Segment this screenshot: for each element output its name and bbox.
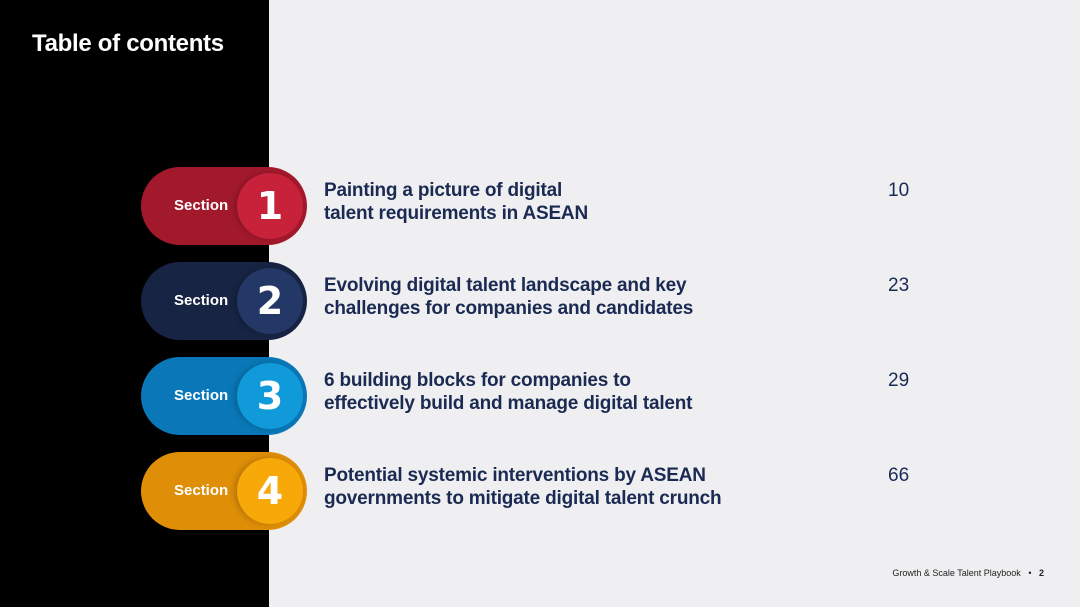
section-label: Section xyxy=(174,292,229,309)
page-number[interactable]: 29 xyxy=(888,370,910,391)
section-pill: Section 4 xyxy=(141,452,307,530)
section-number-circle: 3 xyxy=(237,363,303,429)
toc-item-2[interactable]: Section 2 Evolving digital talent landsc… xyxy=(0,262,1080,342)
page-number[interactable]: 23 xyxy=(888,275,910,296)
section-number: 1 xyxy=(256,184,284,228)
section-title[interactable]: Potential systemic interventions by ASEA… xyxy=(324,464,794,510)
section-number: 3 xyxy=(256,374,284,418)
section-title-line: effectively build and manage digital tal… xyxy=(324,393,693,414)
page-number[interactable]: 66 xyxy=(888,465,910,486)
section-label: Section xyxy=(174,482,229,499)
section-title-line: challenges for companies and candidates xyxy=(324,298,694,319)
section-label: Section xyxy=(174,197,229,214)
section-title[interactable]: Evolving digital talent landscape and ke… xyxy=(324,274,794,320)
section-number-circle: 2 xyxy=(237,268,303,334)
section-number-circle: 4 xyxy=(237,458,303,524)
section-label: Section xyxy=(174,387,229,404)
toc-item-1[interactable]: Section 1 Painting a picture of digital … xyxy=(0,167,1080,247)
section-title-line: 6 building blocks for companies to xyxy=(324,370,631,391)
section-title-line: Painting a picture of digital xyxy=(324,180,563,201)
section-title-line: Evolving digital talent landscape and ke… xyxy=(324,275,687,296)
footer-separator: • xyxy=(1028,568,1032,578)
page-number[interactable]: 10 xyxy=(888,180,910,201)
section-pill: Section 2 xyxy=(141,262,307,340)
section-title-line: governments to mitigate digital talent c… xyxy=(324,488,722,509)
section-pill: Section 1 xyxy=(141,167,307,245)
toc-item-4[interactable]: Section 4 Potential systemic interventio… xyxy=(0,452,1080,532)
toc-item-3[interactable]: Section 3 6 building blocks for companie… xyxy=(0,357,1080,437)
section-title[interactable]: 6 building blocks for companies to effec… xyxy=(324,369,794,415)
page-title: Table of contents xyxy=(32,30,224,57)
section-title[interactable]: Painting a picture of digital talent req… xyxy=(324,179,794,225)
section-number: 4 xyxy=(256,469,284,513)
section-pill: Section 3 xyxy=(141,357,307,435)
footer: Growth & Scale Talent Playbook • 2 xyxy=(892,568,1044,578)
footer-title: Growth & Scale Talent Playbook xyxy=(892,568,1021,578)
section-title-line: talent requirements in ASEAN xyxy=(324,203,588,224)
section-number-circle: 1 xyxy=(237,173,303,239)
section-number: 2 xyxy=(256,279,284,323)
footer-page-number: 2 xyxy=(1038,568,1044,578)
section-title-line: Potential systemic interventions by ASEA… xyxy=(324,465,706,486)
